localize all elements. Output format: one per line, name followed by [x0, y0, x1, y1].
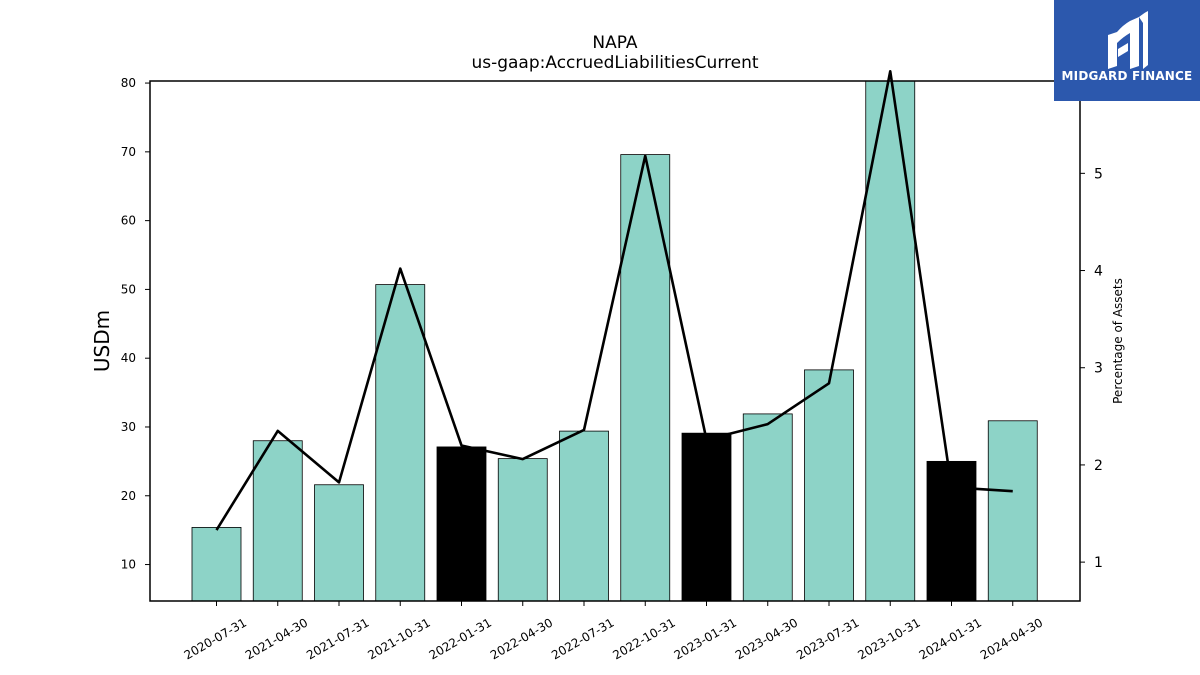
y-tick-label-80: 80: [121, 76, 136, 90]
chart-title: NAPA: [592, 33, 638, 53]
y2-tick-label-3: 3: [1094, 361, 1103, 377]
x-tick-label-2020-07-31: 2020-07-31: [182, 615, 249, 662]
y2-tick-label-4: 4: [1094, 264, 1103, 280]
x-axis: 2020-07-312021-04-302021-07-312021-10-31…: [182, 601, 1045, 662]
y2-tick-label-2: 2: [1094, 458, 1103, 474]
x-tick-label-2024-04-30: 2024-04-30: [978, 615, 1045, 662]
y-tick-label-70: 70: [121, 145, 136, 159]
x-tick-label-2021-04-30: 2021-04-30: [243, 615, 310, 662]
line-layer: [215, 69, 1013, 531]
y2-axis-label: Percentage of Assets: [1111, 278, 1125, 404]
bar-2023-01-31: [681, 432, 732, 602]
y-tick-label-60: 60: [121, 214, 136, 228]
bar-2022-01-31: [436, 446, 487, 602]
bars-layer: [191, 80, 1038, 602]
chart-subtitle: us-gaap:AccruedLiabilitiesCurrent: [471, 53, 758, 73]
midgard-logo-icon: [1108, 11, 1148, 69]
percentage-line: [215, 69, 1013, 531]
x-tick-label-2021-10-31: 2021-10-31: [365, 615, 432, 662]
bar-2021-07-31: [314, 484, 364, 602]
y-tick-label-30: 30: [121, 420, 136, 434]
bar-2021-04-30: [252, 440, 303, 602]
y-axis-left: 10 20 30 40 50 60 70 80: [121, 76, 150, 572]
y-tick-label-20: 20: [121, 489, 136, 503]
x-tick-label-2022-10-31: 2022-10-31: [610, 615, 677, 662]
x-tick-label-2023-10-31: 2023-10-31: [855, 615, 922, 662]
plot-frame: [149, 80, 1081, 602]
midgard-finance-logo: MIDGARD FINANCE: [1054, 0, 1200, 101]
x-tick-label-2022-07-31: 2022-07-31: [549, 615, 616, 662]
x-tick-label-2022-04-30: 2022-04-30: [488, 615, 555, 662]
bar-2020-07-31: [191, 527, 242, 602]
y-axis-label: USDm: [90, 310, 114, 372]
bar-2022-04-30: [497, 458, 548, 602]
bar-2024-04-30: [987, 420, 1038, 602]
bar-2023-07-31: [804, 369, 854, 602]
y2-tick-label-5: 5: [1094, 166, 1103, 182]
y-axis-right: 1 2 3 4 5: [1080, 166, 1103, 571]
bar-2023-10-31: [865, 80, 916, 602]
logo-text: MIDGARD FINANCE: [1061, 69, 1193, 83]
x-tick-label-2022-01-31: 2022-01-31: [427, 615, 494, 662]
y2-tick-label-1: 1: [1094, 555, 1103, 571]
y-tick-label-10: 10: [121, 558, 136, 572]
y-tick-label-40: 40: [121, 351, 136, 365]
y-tick-label-50: 50: [121, 282, 136, 296]
x-tick-label-2021-07-31: 2021-07-31: [304, 615, 371, 662]
bar-2021-10-31: [375, 284, 426, 602]
x-tick-label-2023-07-31: 2023-07-31: [794, 615, 861, 662]
bar-2022-10-31: [620, 154, 671, 602]
bar-2023-04-30: [742, 413, 793, 602]
x-tick-label-2024-01-31: 2024-01-31: [917, 615, 984, 662]
bar-2022-07-31: [559, 430, 609, 602]
x-tick-label-2023-01-31: 2023-01-31: [672, 615, 739, 662]
x-tick-label-2023-04-30: 2023-04-30: [733, 615, 800, 662]
